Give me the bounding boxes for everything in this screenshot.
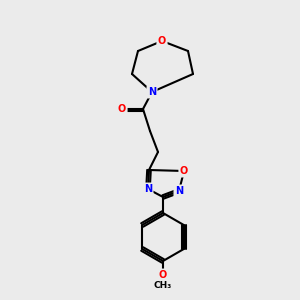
Text: O: O	[180, 166, 188, 176]
Text: O: O	[158, 36, 166, 46]
Text: O: O	[159, 270, 167, 280]
Text: N: N	[148, 87, 156, 97]
Text: N: N	[175, 186, 183, 196]
Text: CH₃: CH₃	[154, 281, 172, 290]
Text: N: N	[144, 184, 152, 194]
Text: O: O	[118, 104, 126, 114]
